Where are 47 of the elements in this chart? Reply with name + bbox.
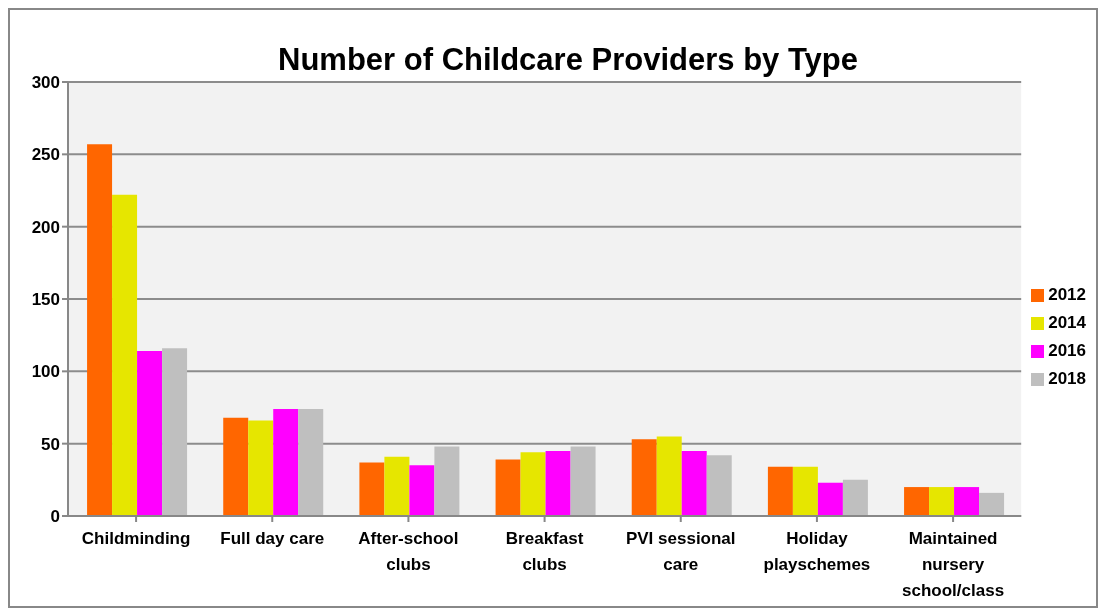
bar (520, 452, 546, 516)
bar (706, 455, 732, 516)
bar (298, 408, 324, 516)
legend-label: 2016 (1048, 341, 1086, 360)
bar (223, 417, 249, 516)
bar (656, 436, 682, 516)
bar (817, 482, 843, 516)
y-tick-label: 0 (50, 507, 60, 527)
bar (545, 450, 571, 516)
x-tick-label: Breakfast clubs (505, 529, 584, 574)
bar (434, 446, 460, 516)
bar (495, 459, 521, 516)
bar (384, 456, 410, 516)
x-tick-label: Childminding (81, 529, 191, 548)
bar (681, 450, 707, 516)
bar (631, 439, 657, 516)
bar (904, 487, 930, 516)
x-tick-label: Holiday playschemes (763, 529, 871, 574)
x-tick-label: Maintained nursery school/class (902, 529, 1005, 600)
legend-label: 2014 (1048, 313, 1086, 332)
x-tick-label: PVI sessional care (625, 529, 736, 574)
bar (954, 487, 980, 516)
bar (767, 466, 793, 516)
chart-title: Number of Childcare Providers by Type (277, 41, 859, 77)
bar (409, 465, 435, 516)
bar (112, 194, 138, 516)
y-tick-label: 100 (31, 362, 60, 382)
x-tick-label: Full day care (220, 529, 325, 548)
bar (792, 466, 818, 516)
bar (87, 144, 113, 516)
bar (248, 420, 274, 516)
x-tick-label: After-school clubs (358, 529, 459, 574)
bar (842, 479, 868, 516)
y-tick-label: 300 (31, 73, 60, 93)
y-tick-label: 200 (31, 217, 60, 237)
legend-label: 2018 (1048, 369, 1086, 388)
bar (359, 462, 385, 516)
bar (162, 348, 188, 516)
y-tick-label: 150 (31, 290, 60, 310)
bar (979, 492, 1005, 516)
bar (273, 408, 299, 516)
legend-label: 2012 (1048, 285, 1086, 304)
bar (570, 446, 596, 516)
bar (929, 487, 955, 516)
bar (137, 351, 163, 516)
y-tick-label: 50 (41, 434, 60, 454)
y-tick-label: 250 (31, 145, 60, 165)
